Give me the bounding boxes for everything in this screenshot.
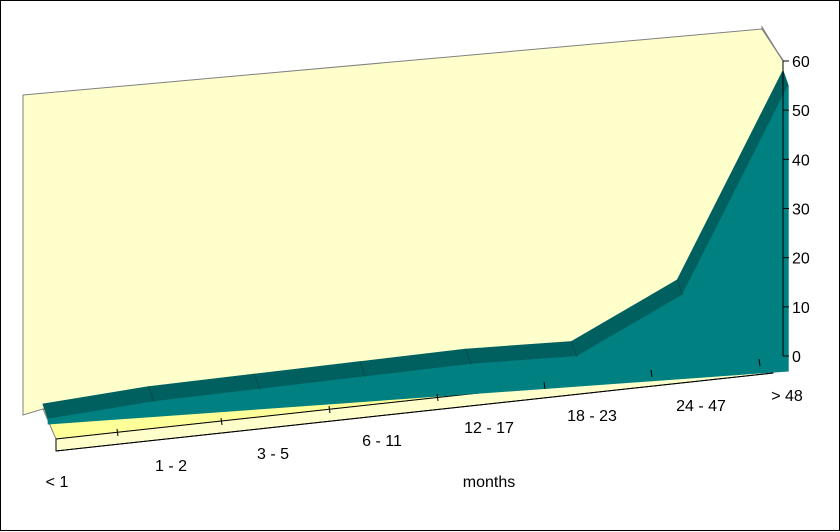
y-tick-label: 0 [792,349,801,366]
y-tick-label: 10 [792,300,810,317]
x-tick-label: 24 - 47 [676,398,726,415]
x-axis-title: months [463,474,515,491]
x-tick-label: 6 - 11 [362,433,402,450]
x-tick-label: 18 - 23 [567,408,617,425]
x-tick-label: 1 - 2 [155,458,187,475]
x-tick-label: < 1 [46,474,69,491]
y-tick-label: 60 [792,54,810,71]
x-tick-label: > 48 [771,388,803,405]
x-tick-label: 12 - 17 [464,420,514,437]
y-tick-label: 20 [792,251,810,268]
y-tick-label: 30 [792,202,810,219]
x-tick-label: 3 - 5 [257,446,289,463]
y-tick-label: 50 [792,103,810,120]
y-tick-label: 40 [792,152,810,169]
